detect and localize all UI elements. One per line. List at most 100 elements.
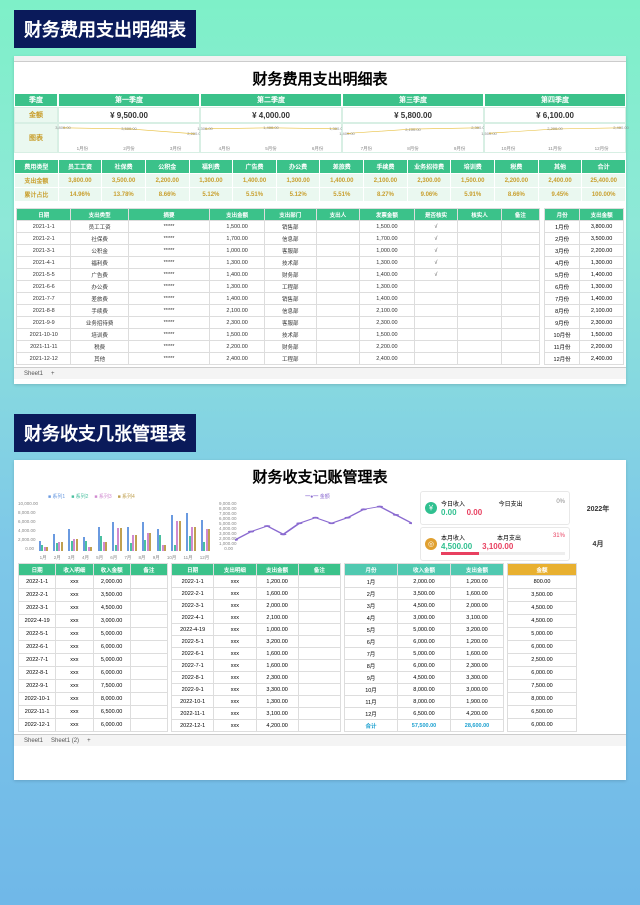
ledger-table: 日期支出类型摘要支出金额支出部门支出人发票金额是否核实核实人备注 2021-1-…	[16, 208, 540, 365]
kpi-today: ￥ 今日收入今日支出0% 0.000.00	[420, 491, 570, 525]
income-table: 日期收入明细收入金额备注2022-1-1xxx2,000.002022-2-1x…	[18, 563, 168, 732]
table-row: 9月份2,300.00	[545, 317, 624, 329]
table-row: 2022-2-1xxx1,600.00	[172, 588, 341, 600]
table-row: 2021-6-6办公费*****1,300.00工程部1,300.00	[17, 281, 540, 293]
table-row: 2021-9-9业务招待费*****2,300.00客服部2,300.00	[17, 317, 540, 329]
table-row: 2022-12-1xxx6,000.00	[19, 719, 168, 732]
kpi-month: ◎ 本月收入本月支出31% 4,500.003,100.00	[420, 527, 570, 561]
table-row: 2021-1-1员工工资*****1,500.00销售部1,500.00√	[17, 221, 540, 233]
bar-chart: 系列1系列2系列3系列4 0.002,000.004,000.006,000.0…	[18, 491, 215, 561]
table-row: 9月4,500.003,300.00	[345, 672, 504, 684]
tab-plus[interactable]: +	[87, 738, 91, 744]
table-row: 3月份2,200.00	[545, 245, 624, 257]
q2-hdr: 第二季度	[200, 93, 342, 107]
table-row: 12月6,500.004,200.00	[345, 708, 504, 720]
table-row: 2022-6-1xxx1,600.00	[172, 648, 341, 660]
table-row: 1月份3,800.00	[545, 221, 624, 233]
panel1-title: 财务费用支出明细表	[14, 62, 626, 93]
section1-title: 财务费用支出明细表	[14, 10, 196, 48]
q4-hdr: 第四季度	[484, 93, 626, 107]
table-row: 11月份2,200.00	[545, 341, 624, 353]
month-summary-table: 月份收入金额支出金额1月2,000.001,200.002月3,500.001,…	[344, 563, 504, 732]
tab-sheet1-copy[interactable]: Sheet1 (2)	[51, 738, 79, 744]
table-row: 8月6,000.002,300.00	[345, 660, 504, 672]
tab-sheet1[interactable]: Sheet1	[24, 738, 43, 744]
kpi-col: ￥ 今日收入今日支出0% 0.000.00 ◎ 本月收入本月支出31% 4,50…	[420, 491, 570, 561]
table-row: 2021-7-7差旅费*****1,400.00销售部1,400.00	[17, 293, 540, 305]
expense-panel: 财务费用支出明细表 季度 第一季度 第二季度 第三季度 第四季度 金额 ¥ 9,…	[14, 56, 626, 384]
q4-money: ¥ 6,100.00	[484, 107, 626, 123]
quarter-money-row: 金额 ¥ 9,500.00 ¥ 4,000.00 ¥ 5,800.00 ¥ 6,…	[14, 107, 626, 123]
line-chart: ━●━ 金额 0.001,000.002,000.003,000.004,000…	[219, 491, 416, 561]
table-row: 6月份1,300.00	[545, 281, 624, 293]
q3-spark: 1,400.002,100.002,300.007月份8月份9月份	[342, 123, 484, 153]
table-row: 2022-4-19xxx3,000.00	[19, 615, 168, 628]
month-table: 月份支出金额 1月份3,800.002月份3,500.003月份2,200.00…	[544, 208, 624, 365]
table-row: 3月4,500.002,000.00	[345, 600, 504, 612]
table-row: 2022-5-1xxx5,000.00	[19, 628, 168, 641]
table-row: 2月3,500.001,600.00	[345, 588, 504, 600]
table-row: 4月3,000.003,100.00	[345, 612, 504, 624]
ledger-panel: 财务收支记账管理表 系列1系列2系列3系列4 0.002,000.004,000…	[14, 460, 626, 780]
table-row: 10月份1,500.00	[545, 329, 624, 341]
balance-table: 金额 800.003,500.004,500.004,500.005,000.0…	[507, 563, 577, 732]
table-row: 2022-3-1xxx2,000.00	[172, 600, 341, 612]
panel1-tabs[interactable]: Sheet1 +	[14, 367, 626, 379]
q3-hdr: 第三季度	[342, 93, 484, 107]
table-row: 2022-5-1xxx3,200.00	[172, 636, 341, 648]
table-row: 2022-8-1xxx6,000.00	[19, 667, 168, 680]
table-row: 1月2,000.001,200.00	[345, 576, 504, 588]
balance-hdr: 金额	[508, 564, 577, 576]
table-row: 2022-3-1xxx4,500.00	[19, 602, 168, 615]
expense-table: 日期支出明细支出金额备注2022-1-1xxx1,200.002022-2-1x…	[171, 563, 341, 732]
table-row: 2021-10-10培训费*****1,500.00技术部1,500.00	[17, 329, 540, 341]
table-row: 2022-11-1xxx3,100.00	[172, 708, 341, 720]
table-row: 2021-5-5广告费*****1,400.00财务部1,400.00√	[17, 269, 540, 281]
q2-spark: 1,300.001,400.001,300.004月份5月份6月份	[200, 123, 342, 153]
table-row: 7月份1,400.00	[545, 293, 624, 305]
year-box: 2022年 4月	[574, 491, 622, 561]
table-row: 2022-2-1xxx3,500.00	[19, 589, 168, 602]
tab-plus[interactable]: +	[51, 371, 55, 377]
section2-title: 财务收支几张管理表	[14, 414, 196, 452]
table-row: 4月份1,300.00	[545, 257, 624, 269]
table-row: 2021-8-8手续费*****2,100.00信息部2,100.00	[17, 305, 540, 317]
table-row: 2022-4-1xxx2,100.00	[172, 612, 341, 624]
q1-hdr: 第一季度	[58, 93, 200, 107]
table-row: 2021-4-1福利费*****1,300.00技术部1,300.00√	[17, 257, 540, 269]
table-row: 2021-12-12其他*****2,400.00工程部2,400.00	[17, 353, 540, 365]
table-row: 2022-9-1xxx7,500.00	[19, 680, 168, 693]
table-row: 2022-10-1xxx1,300.00	[172, 696, 341, 708]
table-row: 2022-6-1xxx6,000.00	[19, 641, 168, 654]
summary-table: 费用类型员工工资社保费公积金福利费广告费办公费差旅费手续费业务招待费培训费税费其…	[14, 159, 626, 202]
tab-sheet1[interactable]: Sheet1	[24, 371, 43, 377]
table-row: 2022-12-1xxx4,200.00	[172, 720, 341, 732]
table-row: 2022-8-1xxx2,300.00	[172, 672, 341, 684]
table-row: 2021-3-1公积金*****1,000.00客服部1,000.00√	[17, 245, 540, 257]
table-row: 11月8,000.001,900.00	[345, 696, 504, 708]
q1-money: ¥ 9,500.00	[58, 107, 200, 123]
chart-label: 图表	[14, 123, 58, 153]
table-row: 2022-4-19xxx1,000.00	[172, 624, 341, 636]
table-row: 5月份1,400.00	[545, 269, 624, 281]
coin-icon: ◎	[425, 538, 437, 550]
line-legend: ━●━ 金额	[305, 493, 329, 500]
table-row: 2022-1-1xxx1,200.00	[172, 576, 341, 588]
q4-spark: 1,500.002,200.002,400.0010月份11月份12月份	[484, 123, 626, 153]
table-row: 2022-10-1xxx8,000.00	[19, 693, 168, 706]
q1-spark: 3,800.003,500.002,200.001月份2月份3月份	[58, 123, 200, 153]
table-row: 6月6,000.001,200.00	[345, 636, 504, 648]
q2-money: ¥ 4,000.00	[200, 107, 342, 123]
table-row: 2021-11-11税费*****2,200.00财务部2,200.00	[17, 341, 540, 353]
table-row: 2月份3,500.00	[545, 233, 624, 245]
table-row: 2021-2-1社保费*****1,700.00信息部1,700.00√	[17, 233, 540, 245]
table-row: 2022-9-1xxx3,300.00	[172, 684, 341, 696]
table-row: 8月份2,100.00	[545, 305, 624, 317]
quarter-header-row: 季度 第一季度 第二季度 第三季度 第四季度	[14, 93, 626, 107]
table-row: 2022-1-1xxx2,000.00	[19, 576, 168, 589]
table-row: 2022-11-1xxx6,500.00	[19, 706, 168, 719]
quarter-label-hdr: 季度	[14, 93, 58, 107]
table-row: 12月份2,400.00	[545, 353, 624, 365]
money-label: 金额	[14, 107, 58, 123]
panel2-tabs[interactable]: Sheet1 Sheet1 (2) +	[14, 734, 626, 746]
